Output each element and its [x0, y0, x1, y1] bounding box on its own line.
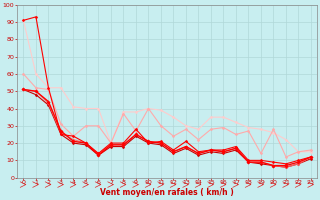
X-axis label: Vent moyen/en rafales ( km/h ): Vent moyen/en rafales ( km/h )	[100, 188, 234, 197]
